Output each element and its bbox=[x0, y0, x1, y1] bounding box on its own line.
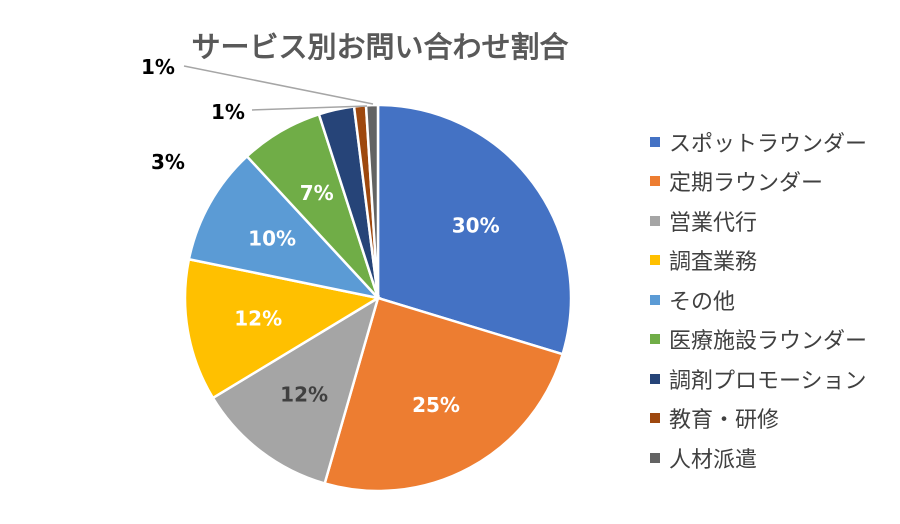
legend-item-4: 調査業務 bbox=[650, 241, 867, 281]
legend-swatch bbox=[650, 255, 660, 266]
data-label-5: 10% bbox=[248, 226, 296, 250]
legend-item-5: その他 bbox=[650, 280, 867, 320]
legend: スポットラウンダー 定期ラウンダー 営業代行調査業務その他医療施設ラウンダー 調剤プロ… bbox=[650, 122, 867, 478]
leader-line-9 bbox=[183, 65, 374, 105]
legend-item-1: スポットラウンダー bbox=[650, 122, 867, 162]
legend-swatch bbox=[650, 215, 660, 226]
legend-label: スポットラウンダー bbox=[669, 131, 868, 157]
data-label-3: 12% bbox=[280, 383, 328, 407]
data-label-6: 7% bbox=[300, 181, 334, 205]
pie-slice-3 bbox=[211, 295, 381, 486]
legend-item-8: 教育・研修 bbox=[650, 399, 867, 439]
legend-label: 人材派遣 bbox=[669, 447, 758, 473]
legend-label: 定期ラウンダー bbox=[669, 171, 824, 197]
legend-label: 調剤プロモーション bbox=[669, 368, 867, 394]
legend-item-6: 医療施設ラウンダー bbox=[650, 320, 867, 360]
legend-item-9: 人材派遣 bbox=[650, 438, 867, 478]
legend-swatch bbox=[650, 452, 660, 463]
data-label-4: 12% bbox=[234, 307, 282, 331]
pie-slice-2 bbox=[323, 296, 565, 493]
legend-label: 教育・研修 bbox=[669, 408, 780, 434]
legend-swatch bbox=[650, 136, 660, 147]
legend-item-7: 調剤プロモーション bbox=[650, 359, 867, 399]
legend-item-3: 営業代行 bbox=[650, 201, 867, 241]
legend-swatch bbox=[650, 413, 660, 424]
legend-swatch bbox=[650, 176, 660, 187]
data-label-1: 30% bbox=[452, 214, 500, 238]
leader-line-8 bbox=[251, 105, 368, 111]
legend-label: 調査業務 bbox=[669, 250, 758, 276]
data-label-7: 3% bbox=[151, 150, 185, 174]
pie-slice-4 bbox=[183, 257, 382, 400]
legend-label: その他 bbox=[669, 289, 736, 315]
legend-swatch bbox=[650, 294, 660, 305]
legend-label: 営業代行 bbox=[669, 210, 758, 236]
data-label-8: 1% bbox=[211, 100, 245, 124]
chart-title: サービス別お問い合わせ割合 bbox=[191, 30, 569, 64]
data-label-2: 25% bbox=[412, 393, 460, 417]
pie-slice-5 bbox=[187, 154, 382, 301]
legend-label: 医療施設ラウンダー bbox=[669, 329, 868, 355]
legend-swatch bbox=[650, 373, 660, 384]
legend-swatch bbox=[650, 334, 660, 345]
pie-slice-1 bbox=[376, 103, 573, 356]
data-label-9: 1% bbox=[141, 55, 175, 79]
legend-item-2: 定期ラウンダー bbox=[650, 162, 867, 202]
